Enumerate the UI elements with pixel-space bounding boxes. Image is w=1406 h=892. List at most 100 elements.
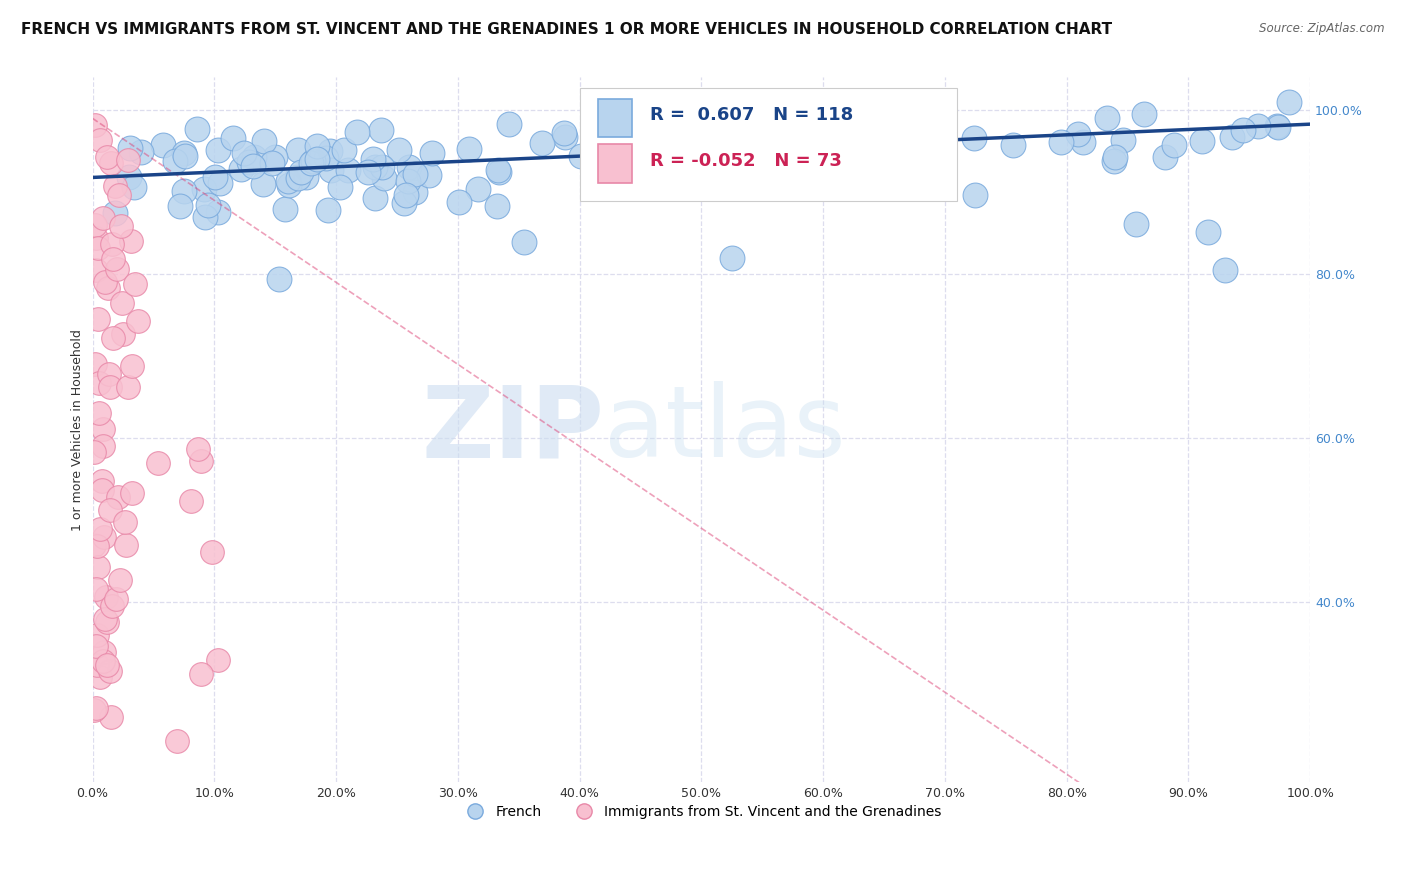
Point [346,125,368,139]
Point [1050,135,1073,149]
Point [848,124,870,138]
Point [274,202,297,216]
Point [1163,138,1185,153]
Point [364,191,387,205]
Text: R = -0.052   N = 73: R = -0.052 N = 73 [650,152,842,169]
Point [96,615,118,630]
Point [392,196,415,211]
Point [96,150,118,164]
Y-axis label: 1 or more Vehicles in Household: 1 or more Vehicles in Household [72,329,84,531]
Point [89,670,111,684]
Point [388,143,411,157]
Point [96,590,118,604]
Point [96,658,118,673]
Point [404,167,426,181]
Point [1198,225,1220,239]
Point [763,103,786,118]
Point [513,235,536,249]
Point [302,153,325,168]
Point [84,231,107,245]
Legend: French, Immigrants from St. Vincent and the Grenadines: French, Immigrants from St. Vincent and … [456,799,948,825]
Point [98,380,121,394]
Point [373,170,395,185]
Point [86,628,108,642]
Point [104,206,127,220]
Point [554,130,576,145]
Point [790,138,813,153]
Point [89,376,111,390]
Point [86,241,108,255]
Point [83,357,105,371]
Point [315,151,337,165]
Point [97,281,120,295]
Point [363,152,385,166]
Point [84,582,107,596]
Point [83,702,105,716]
Point [420,145,443,160]
Point [905,108,928,122]
Point [118,141,141,155]
Point [485,199,508,213]
Point [253,134,276,148]
Point [287,170,309,185]
Point [264,150,287,164]
Point [84,640,107,654]
Point [287,143,309,157]
Point [1071,135,1094,149]
Point [337,162,360,177]
Point [131,145,153,159]
Point [963,131,986,145]
Point [104,178,127,193]
FancyBboxPatch shape [579,88,957,201]
Point [127,313,149,327]
Point [1102,154,1125,169]
Point [152,138,174,153]
Point [107,491,129,505]
Text: R =  0.607   N = 118: R = 0.607 N = 118 [650,106,853,124]
Point [1278,95,1301,109]
Point [252,177,274,191]
Point [100,710,122,724]
Point [295,169,318,184]
Point [806,171,828,186]
Point [457,142,479,156]
Point [396,174,419,188]
Point [173,145,195,160]
Point [1125,217,1147,231]
Point [197,198,219,212]
Point [395,188,418,202]
Point [1247,120,1270,134]
Point [180,493,202,508]
Point [905,109,928,123]
Point [91,483,114,497]
Point [107,188,129,202]
Point [98,503,121,517]
Point [163,153,186,168]
Point [187,442,209,456]
Point [110,219,132,234]
Point [108,573,131,587]
Point [238,155,260,169]
Point [93,645,115,659]
Point [101,237,124,252]
Point [267,272,290,286]
Point [305,139,328,153]
Point [553,126,575,140]
Point [190,454,212,468]
Point [174,149,197,163]
Point [1095,111,1118,125]
Point [319,144,342,158]
Point [229,161,252,176]
Point [84,700,107,714]
Point [87,312,110,326]
Point [447,195,470,210]
Point [333,143,356,157]
Text: ZIP: ZIP [420,382,605,478]
Point [530,136,553,150]
Point [115,539,138,553]
Point [207,143,229,157]
Point [93,612,115,626]
Point [146,456,169,470]
Point [93,530,115,544]
Point [371,160,394,174]
